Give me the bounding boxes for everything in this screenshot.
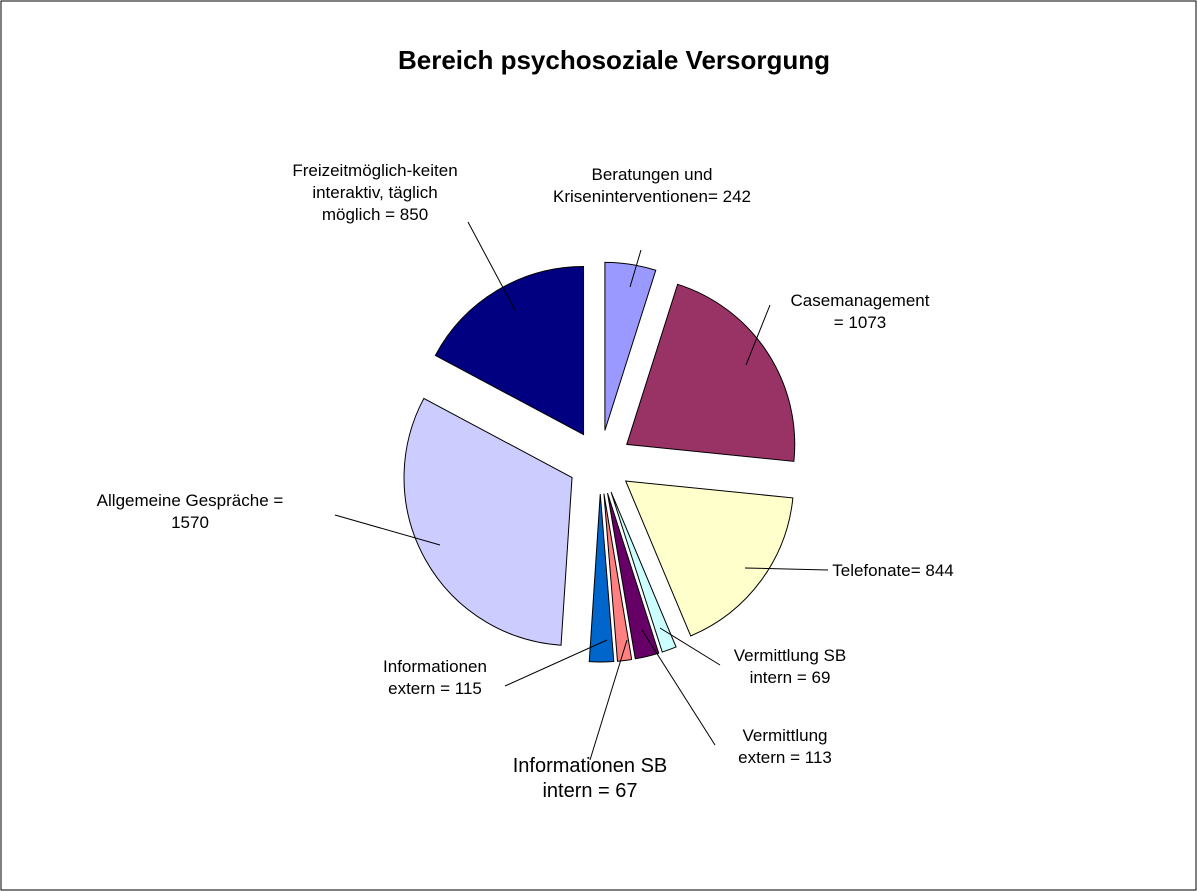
slice-value: 115 [454, 679, 482, 698]
leader-line [641, 629, 716, 746]
leader-line [334, 514, 441, 546]
slice-name: Vermittlung SB intern = [733, 646, 847, 687]
pie-slice [588, 493, 615, 663]
leader-line [744, 567, 829, 571]
slice-value: 113 [804, 748, 832, 767]
slice-label: Allgemeine Gespräche = 1570 [90, 490, 290, 534]
slice-name: Telefonate= [832, 561, 921, 580]
pie-slice [610, 491, 677, 653]
slice-value: 844 [925, 561, 954, 580]
pie-slice [624, 480, 794, 637]
leader-line [504, 639, 608, 687]
slice-name: Informationen SB intern = [512, 755, 668, 802]
slice-name: Freizeitmöglich-keiten interaktiv, tägli… [292, 161, 458, 224]
leader-line [629, 249, 642, 288]
slice-label: Informationen SB intern = 67 [490, 754, 690, 804]
slice-label: Freizeitmöglich-keiten interaktiv, tägli… [288, 160, 463, 226]
leader-line [467, 221, 516, 311]
slice-value: 67 [615, 780, 638, 802]
pie-slice [626, 283, 796, 462]
slice-value: 242 [722, 187, 752, 206]
slice-label: Beratungen und Kriseninterventionen= 242 [542, 164, 762, 208]
slice-name: Vermittlung extern = [738, 726, 828, 767]
leader-line [659, 627, 721, 666]
slice-value: 1073 [848, 313, 887, 332]
slice-name: Informationen extern = [383, 657, 487, 698]
slice-label: Informationen extern = 115 [365, 656, 505, 700]
pie-slice [603, 493, 633, 662]
pie-slice [403, 397, 573, 646]
pie-slice [604, 261, 657, 431]
slice-label: Casemanagement = 1073 [785, 290, 935, 334]
slice-label: Vermittlung extern = 113 [725, 725, 845, 769]
slice-label: Telefonate= 844 [813, 560, 973, 582]
pie-slice [434, 266, 585, 436]
chart-title: Bereich psychosoziale Versorgung [398, 45, 830, 75]
slice-name: Allgemeine Gespräche = [96, 491, 284, 510]
pie-slice [607, 492, 660, 660]
slice-value: 850 [399, 205, 429, 224]
slice-label: Vermittlung SB intern = 69 [720, 645, 860, 689]
slice-value: 1570 [171, 513, 209, 532]
slice-value: 69 [811, 668, 831, 687]
leader-line [745, 304, 771, 366]
leader-line [589, 639, 628, 761]
slice-name: Casemanagement = [790, 291, 930, 332]
slice-name: Beratungen und Kriseninterventionen= [552, 165, 718, 206]
